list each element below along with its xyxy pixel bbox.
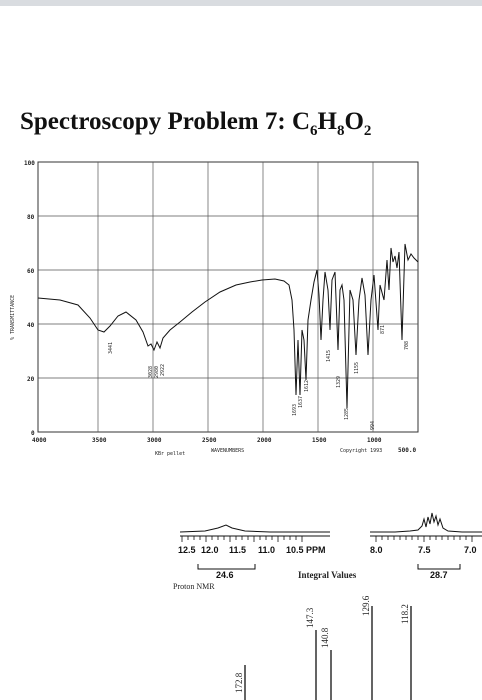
hnmr-integral-bracket-right [417, 564, 461, 570]
ir-y-tick: 100 [24, 160, 35, 167]
ir-peak-label: 2980 [154, 366, 160, 378]
ir-x-axis-label: WAVENUMBERS [211, 448, 244, 454]
ir-x-tick: 500.0 [398, 447, 416, 454]
proton-nmr-label: Proton NMR [173, 582, 215, 591]
cnmr-peak-label: 118.2 [400, 604, 410, 624]
hnmr-left-trace [179, 524, 330, 533]
ir-grid-vertical [97, 162, 374, 432]
cnmr-peak-label: 140.8 [320, 627, 330, 648]
cnmr-peak-label: 147.3 [305, 607, 315, 628]
page-title: Spectroscopy Problem 7: C6H8O2 [20, 108, 372, 139]
ir-peak-label: 994 [370, 421, 376, 430]
hnmr-tick: 7.5 [418, 545, 431, 555]
hnmr-right-trace [370, 512, 482, 533]
ir-peak-label: 708 [404, 341, 410, 350]
top-toolbar-strip [0, 0, 482, 6]
ir-copyright: Copyright 1993 [340, 448, 382, 454]
hnmr-tick: 7.0 [464, 545, 477, 555]
hnmr-tick: 8.0 [370, 545, 383, 555]
hnmr-tick: 10.5 PPM [286, 545, 326, 555]
carbon-nmr: 172.8 147.3 140.8 129.6 118.2 [234, 595, 412, 700]
cnmr-peak-label: 172.8 [234, 672, 244, 693]
ir-peak-label: 1637 [298, 396, 304, 408]
hnmr-right-ticks [375, 536, 473, 542]
ir-peak-label: 2922 [160, 364, 166, 376]
ir-peak-label: 1415 [326, 350, 332, 362]
ir-y-tick: 60 [27, 268, 35, 275]
ir-x-tick: 3500 [92, 437, 107, 444]
cnmr-peak-label: 129.6 [361, 595, 371, 616]
hnmr-tick: 12.0 [201, 545, 219, 555]
ir-x-tick: 4000 [32, 437, 47, 444]
ir-plot-frame [37, 161, 419, 433]
hnmr-integral-left: 24.6 [216, 570, 234, 580]
ir-peak-label: 1693 [292, 404, 298, 416]
ir-peak-labels: 3441 3028 2980 2922 1693 1637 1612 1415 … [108, 325, 410, 430]
ir-spectrum: 100 80 60 40 20 0 % TRANSMITTANCE 4000 3… [10, 160, 419, 457]
ir-x-tick: 2000 [257, 437, 272, 444]
ir-y-tick: 0 [31, 430, 35, 437]
ir-spectrum-trace [37, 243, 419, 409]
ir-peak-label: 1155 [354, 362, 360, 374]
ir-y-axis-label: % TRANSMITTANCE [10, 295, 16, 340]
ir-y-tick: 40 [27, 322, 35, 329]
ir-x-tick: 3000 [147, 437, 162, 444]
hnmr-integral-bracket-left [197, 564, 256, 570]
ir-grid-horizontal [38, 215, 418, 379]
ir-x-tick: 1500 [312, 437, 327, 444]
ir-peak-label: 871 [380, 325, 386, 334]
ir-sample-label: KBr pellet [155, 451, 185, 457]
ir-peak-label: 1329 [336, 376, 342, 388]
ir-peak-label: 1612 [304, 380, 310, 392]
ir-peak-label: 3441 [108, 342, 114, 354]
integral-values-title: Integral Values [298, 570, 357, 580]
hnmr-tick: 11.0 [258, 545, 275, 555]
ir-x-tick: 1000 [367, 437, 382, 444]
hnmr-integral-right: 28.7 [430, 570, 448, 580]
ir-y-tick: 80 [27, 214, 35, 221]
hnmr-tick: 11.5 [229, 545, 246, 555]
hnmr-left-ticks [181, 536, 303, 542]
ir-peak-label: 1285 [344, 408, 350, 420]
ir-y-tick: 20 [27, 376, 35, 383]
hnmr-tick: 12.5 [178, 545, 196, 555]
ir-x-tick: 2500 [202, 437, 217, 444]
proton-nmr: 12.5 12.0 11.5 11.0 10.5 PPM 24.6 Proton… [173, 512, 482, 591]
ir-peak-label: 3028 [148, 366, 154, 378]
